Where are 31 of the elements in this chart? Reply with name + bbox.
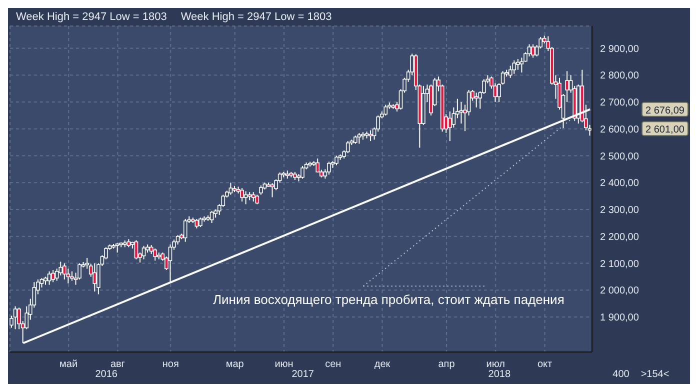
text: 2 676,09	[646, 105, 685, 116]
chart-subtitle: Week High = 2947 Low = 1803	[180, 11, 332, 23]
y-tick-label: 2 300,00	[600, 205, 640, 216]
x-tick-label: апр	[438, 359, 456, 370]
y-tick-label: 2 900,00	[600, 44, 640, 55]
y-tick-label: 2 500,00	[600, 151, 640, 162]
x-tick-label: сен	[325, 359, 342, 370]
y-tick-label: 2 100,00	[600, 258, 640, 270]
x-tick-label: окт	[537, 359, 552, 370]
x-tick-label: ноя	[162, 359, 179, 370]
x-tick-label: авг	[110, 359, 126, 370]
chart-title: Week High = 2947 Low = 1803	[16, 11, 167, 23]
x-tick-label: май	[60, 359, 78, 370]
text: >154<	[640, 369, 670, 380]
x-tick-label: июн	[274, 359, 294, 370]
x-tick-label: июл	[486, 359, 506, 370]
y-tick-label: 1 900,00	[600, 312, 640, 324]
y-tick-label: 2 200,00	[600, 232, 640, 243]
x-tick-label: дек	[374, 359, 391, 370]
y-tick-label: 2 600,00	[600, 124, 640, 136]
text: 2016	[94, 369, 118, 380]
y-tick-label: 2 000,00	[600, 286, 640, 297]
y-tick-label: 2 400,00	[600, 178, 640, 190]
annotation: Линия восходящего тренда пробита, стоит ждать падения	[213, 292, 564, 307]
text: 2018	[487, 369, 512, 380]
y-tick-label: 2 700,00	[600, 98, 640, 109]
y-tick-label: 2 800,00	[600, 70, 640, 82]
x-tick-label: мар	[226, 359, 244, 370]
text: 2017	[290, 369, 315, 380]
text: 400	[612, 369, 630, 380]
text: 2 601,00	[646, 124, 685, 136]
